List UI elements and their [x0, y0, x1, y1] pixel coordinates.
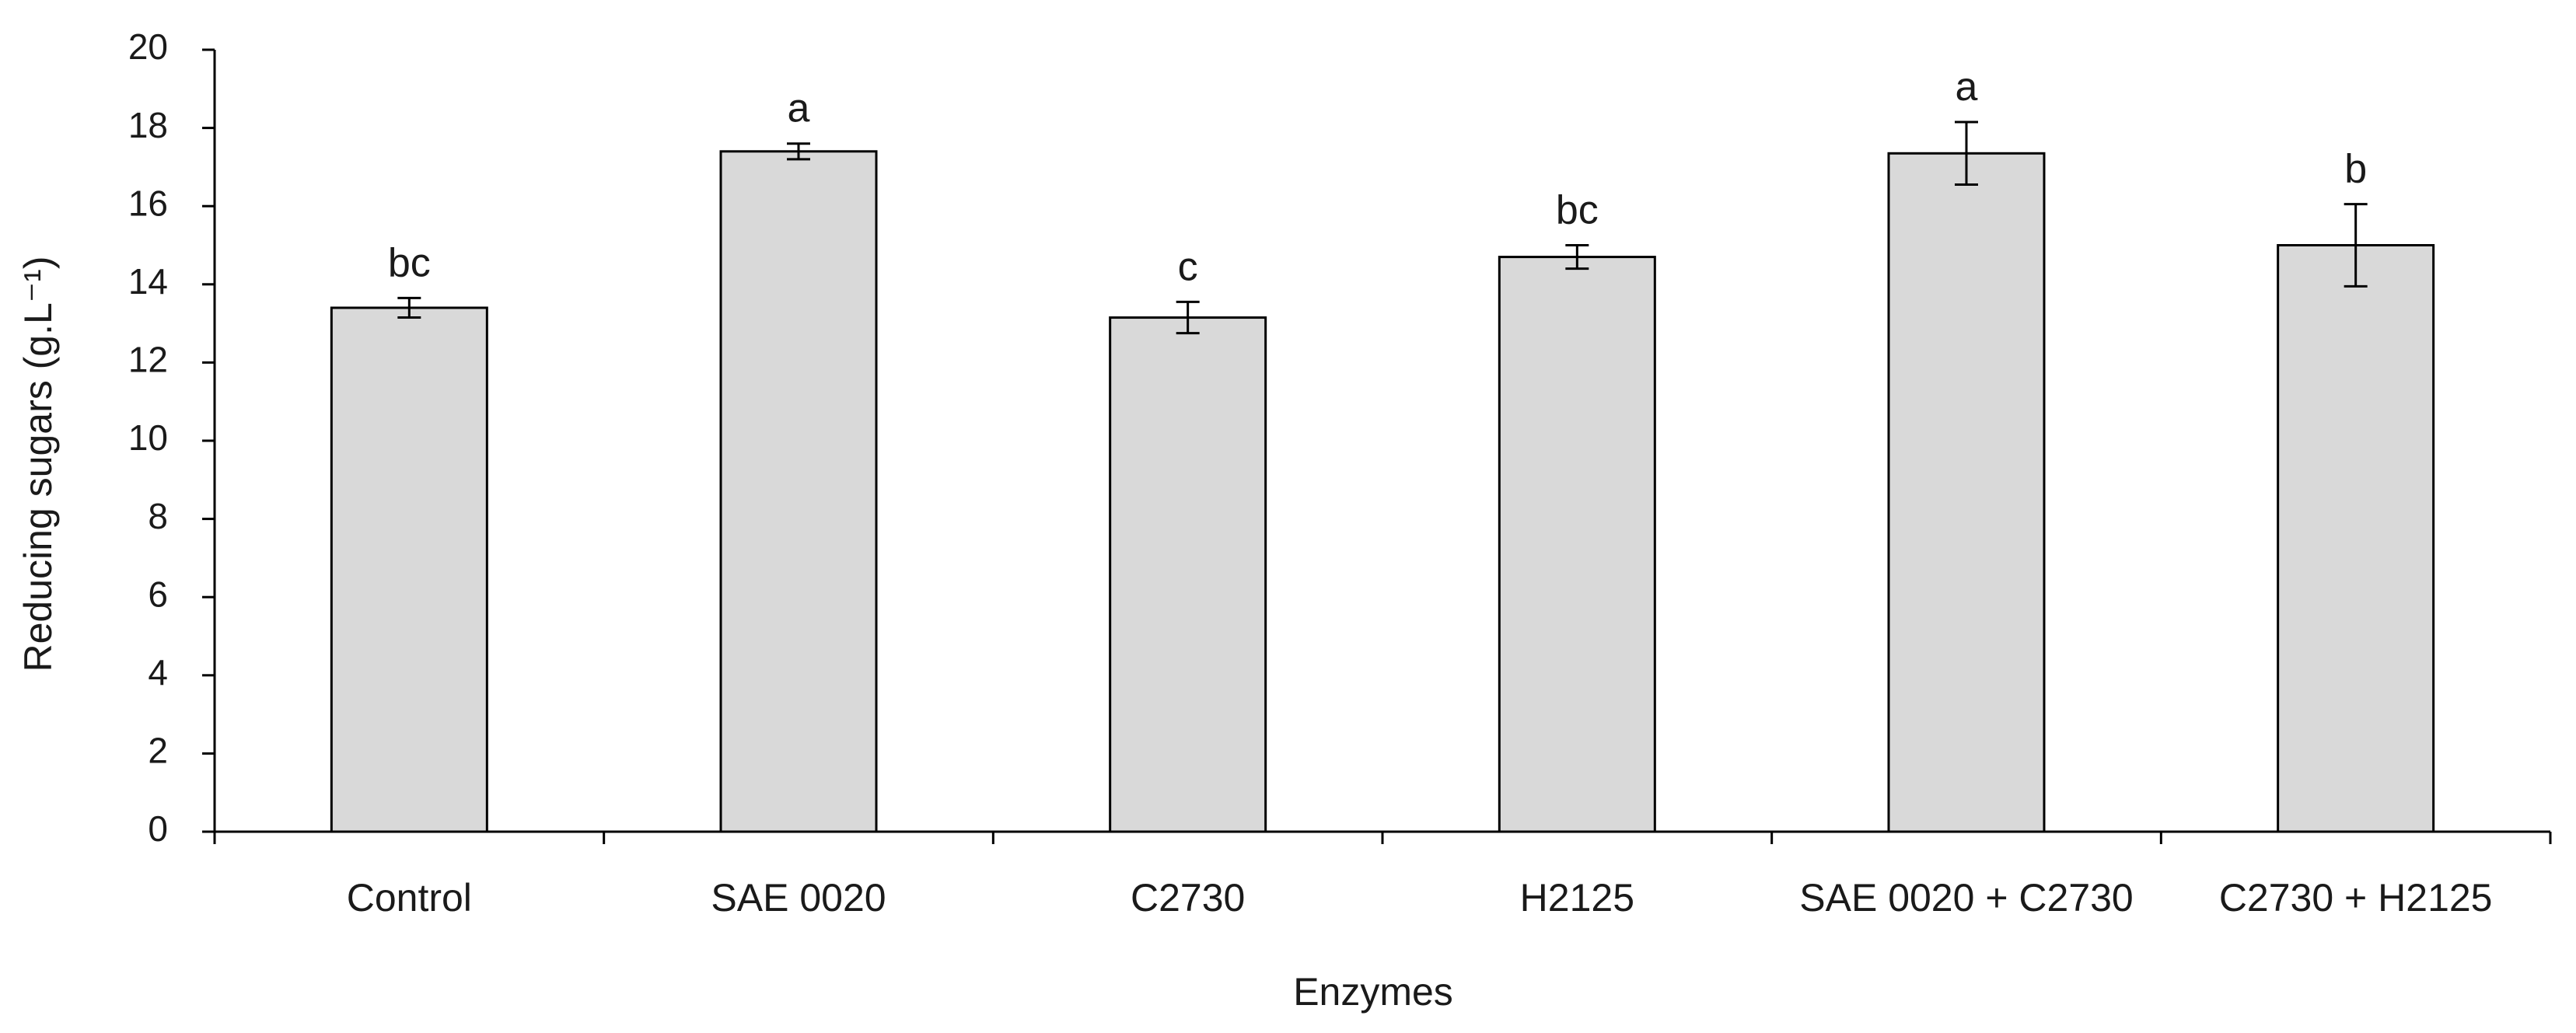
bar-1: [330, 306, 488, 833]
bars-group: [330, 150, 2435, 833]
y-tick-label: 6: [148, 574, 168, 614]
significance-label: a: [1956, 65, 1978, 110]
x-tick-label: C2730 + H2125: [2219, 876, 2493, 920]
y-tick-label: 18: [128, 105, 168, 145]
x-axis-title: Enzymes: [1293, 970, 1453, 1014]
significance-label: c: [1178, 244, 1198, 289]
x-tick-label: Control: [347, 876, 472, 920]
bar-6: [2277, 244, 2435, 833]
y-axis: 0 2 4 6 8 10 12 14 16 18 20: [128, 26, 216, 849]
significance-label: bc: [388, 240, 431, 285]
bar-2: [719, 150, 878, 833]
y-tick-label: 8: [148, 496, 168, 536]
error-bars-group: [397, 120, 2368, 335]
y-tick-label: 16: [128, 183, 168, 223]
x-axis: Control SAE 0020 C2730 H2125 SAE 0020 + C273…: [213, 830, 2552, 920]
bar-5: [1887, 152, 2046, 833]
y-tick-label: 12: [128, 340, 168, 380]
y-tick-label: 2: [148, 731, 168, 771]
significance-label: a: [788, 86, 810, 131]
significance-labels-group: bc a c bc a b: [388, 65, 2367, 289]
y-tick-label: 0: [148, 808, 168, 849]
bar-3: [1109, 316, 1267, 833]
y-tick-label: 14: [128, 261, 168, 302]
y-tick-label: 20: [128, 26, 168, 67]
y-tick-label: 10: [128, 417, 168, 458]
significance-label: b: [2344, 147, 2367, 192]
y-axis-title: Reducing sugars (g.L⁻¹): [16, 257, 60, 672]
bar-4: [1498, 256, 1656, 833]
x-tick-label: H2125: [1520, 876, 1634, 920]
x-tick-label: SAE 0020 + C2730: [1799, 876, 2134, 920]
y-tick-label: 4: [148, 652, 168, 693]
x-tick-label: SAE 0020: [711, 876, 886, 920]
x-tick-label: C2730: [1131, 876, 1245, 920]
significance-label: bc: [1556, 188, 1599, 233]
